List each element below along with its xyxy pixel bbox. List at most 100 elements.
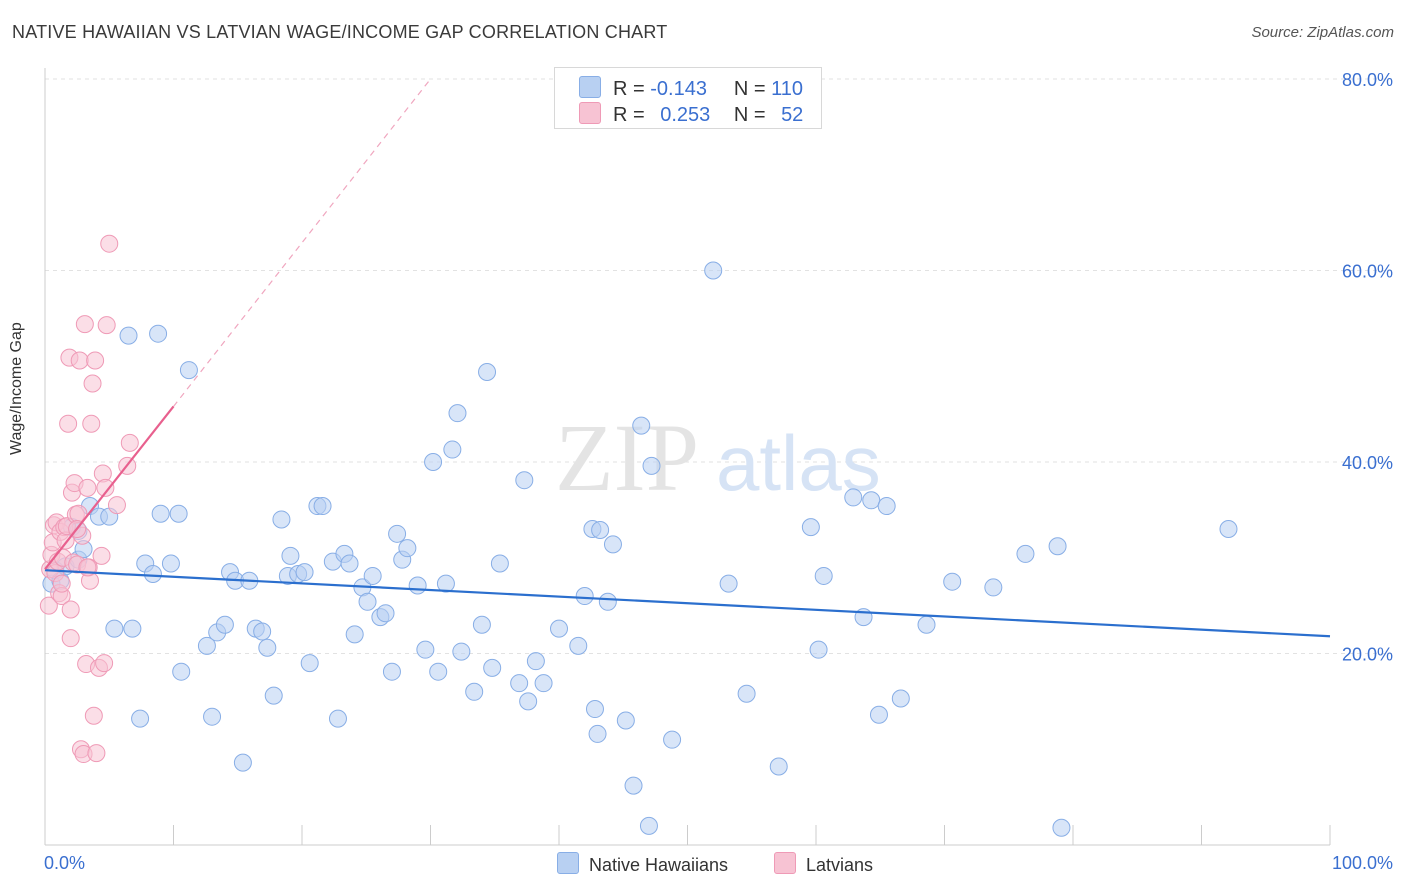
data-point-latvians [75, 315, 94, 334]
data-point-native-hawaiians [388, 524, 407, 543]
legend-row-native-hawaiians: R = -0.143 N = 110 [579, 76, 803, 100]
data-point-native-hawaiians [588, 724, 607, 743]
data-point-native-hawaiians [264, 686, 283, 705]
data-point-native-hawaiians [844, 488, 863, 507]
data-point-native-hawaiians [1016, 544, 1035, 563]
data-point-native-hawaiians [550, 619, 568, 638]
data-point-native-hawaiians [943, 572, 962, 591]
data-point-latvians [86, 351, 105, 370]
legend-label: Latvians [806, 855, 874, 875]
data-point-native-hawaiians [429, 662, 448, 681]
data-point-native-hawaiians [663, 730, 682, 749]
trend-line-latvians [44, 405, 175, 570]
data-point-native-hawaiians [769, 757, 788, 776]
data-point-native-hawaiians [328, 709, 347, 728]
legend-r-label: R = [613, 104, 645, 126]
data-point-latvians [59, 414, 78, 433]
data-point-native-hawaiians [119, 326, 138, 345]
x-tick-labels: 0.0% 100.0% [44, 853, 1393, 873]
data-point-latvians [52, 574, 71, 593]
data-point-native-hawaiians [215, 615, 234, 634]
data-point-native-hawaiians [616, 711, 635, 730]
data-point-native-hawaiians [179, 361, 198, 380]
data-point-native-hawaiians [313, 497, 332, 516]
data-point-native-hawaiians [408, 576, 427, 595]
data-point-native-hawaiians [642, 456, 661, 475]
data-point-native-hawaiians [598, 592, 617, 611]
legend-swatch-pink [774, 852, 796, 874]
data-point-native-hawaiians [534, 674, 553, 693]
data-point-native-hawaiians [862, 491, 881, 510]
data-point-native-hawaiians [233, 753, 252, 772]
data-point-native-hawaiians [569, 636, 588, 655]
data-point-native-hawaiians [737, 684, 756, 703]
data-point-native-hawaiians [719, 574, 738, 593]
data-point-native-hawaiians [490, 554, 509, 573]
legend-r-value: -0.143 [650, 78, 707, 100]
data-point-native-hawaiians [917, 615, 936, 634]
legend-n-value: 52 [781, 104, 804, 126]
data-point-native-hawaiians [272, 510, 291, 529]
legend-n-label: N = [733, 78, 766, 100]
data-point-native-hawaiians [131, 709, 150, 728]
data-point-native-hawaiians [382, 662, 401, 681]
data-point-native-hawaiians [624, 776, 643, 795]
x-tick-label: 100.0% [1332, 853, 1393, 873]
data-point-native-hawaiians [358, 592, 377, 611]
data-point-latvians [120, 433, 139, 452]
y-tick-label: 20.0% [1342, 645, 1393, 665]
watermark: ZIP atlas [555, 404, 881, 511]
trend-line-latvians-extension [173, 78, 431, 407]
chart-title: NATIVE HAWAIIAN VS LATVIAN WAGE/INCOME G… [12, 22, 668, 42]
y-tick-labels: 20.0% 40.0% 60.0% 80.0% [1342, 70, 1393, 665]
y-axis-label: Wage/Income Gap [8, 322, 25, 455]
data-point-native-hawaiians [151, 504, 170, 523]
data-point-native-hawaiians [515, 471, 534, 490]
data-point-latvians [78, 478, 97, 497]
data-point-native-hawaiians [483, 658, 502, 677]
legend-item-latvians: Latvians [774, 852, 873, 878]
legend-r-label: R = [613, 78, 645, 100]
data-point-native-hawaiians [345, 625, 364, 644]
data-point-native-hawaiians [123, 619, 142, 638]
data-point-native-hawaiians [809, 640, 828, 659]
trend-lines [44, 78, 1331, 638]
watermark-zip: ZIP [555, 404, 699, 511]
data-point-native-hawaiians [814, 566, 833, 585]
data-point-native-hawaiians [258, 638, 277, 657]
data-point-native-hawaiians [472, 615, 491, 634]
data-point-native-hawaiians [398, 539, 417, 558]
grid-lines [45, 78, 1392, 654]
data-point-native-hawaiians [197, 636, 216, 655]
source-label: Source: ZipAtlas.com [1251, 24, 1394, 41]
data-point-native-hawaiians [295, 563, 314, 582]
data-point-native-hawaiians [801, 518, 820, 537]
data-point-native-hawaiians [172, 662, 191, 681]
data-point-latvians [92, 546, 111, 565]
data-point-native-hawaiians [1219, 520, 1238, 539]
data-point-native-hawaiians [585, 700, 604, 719]
data-point-native-hawaiians [591, 520, 610, 539]
data-point-native-hawaiians [448, 404, 467, 423]
data-point-latvians [61, 600, 80, 619]
legend-label: Native Hawaiians [589, 855, 729, 875]
data-point-native-hawaiians [436, 574, 455, 593]
data-point-native-hawaiians [443, 440, 462, 459]
data-point-native-hawaiians [526, 652, 545, 671]
data-point-native-hawaiians [478, 362, 497, 381]
y-tick-label: 80.0% [1342, 70, 1393, 90]
data-point-native-hawaiians [161, 554, 180, 573]
data-point-native-hawaiians [203, 707, 222, 726]
data-point-latvians [84, 706, 103, 725]
legend-item-native-hawaiians: Native Hawaiians [557, 852, 728, 878]
legend-r-value: 0.253 [660, 104, 711, 126]
data-point-native-hawaiians [704, 261, 723, 280]
data-point-native-hawaiians [510, 674, 529, 693]
data-point-native-hawaiians [1048, 537, 1067, 556]
data-point-native-hawaiians [891, 689, 910, 708]
legend-row-latvians: R = 0.253 N = 52 [579, 102, 803, 126]
data-point-native-hawaiians [424, 453, 443, 471]
data-point-native-hawaiians [300, 654, 319, 673]
data-point-native-hawaiians [253, 622, 272, 641]
